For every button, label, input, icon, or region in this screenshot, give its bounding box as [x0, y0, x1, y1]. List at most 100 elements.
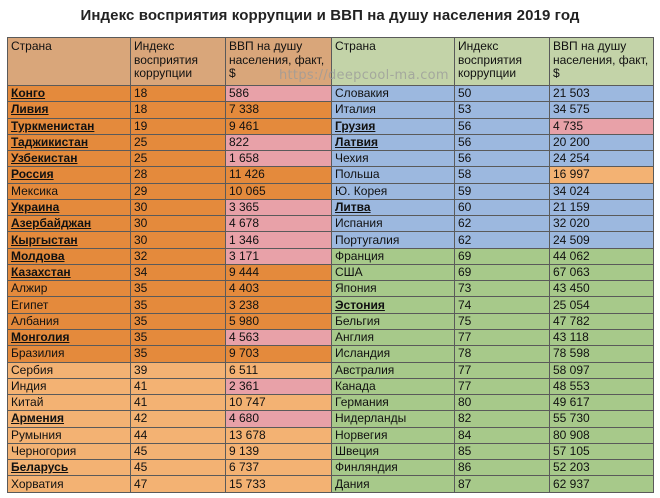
table-row: Албания 35 5 980 Бельгия 75 47 782 — [7, 312, 654, 330]
left-country-cell: Азербайджан — [7, 215, 131, 233]
right-country-cell: Польша — [331, 166, 455, 184]
right-gdp-cell: 49 617 — [549, 394, 654, 412]
left-gdp-cell: 2 361 — [225, 377, 332, 396]
left-country-cell: Бразилия — [7, 345, 131, 363]
table-row: Ливия 18 7 338 Италия 53 34 575 — [7, 101, 654, 119]
left-country-cell: Алжир — [7, 280, 131, 298]
right-cpi-cell: 82 — [454, 410, 550, 428]
left-cpi-cell: 41 — [130, 377, 226, 396]
table-row: Кыргыстан 30 1 346 Португалия 62 24 509 — [7, 231, 654, 249]
right-gdp-cell: 57 105 — [549, 442, 654, 461]
right-cpi-cell: 56 — [454, 117, 550, 135]
header-cpi-right: Индекс восприятия коррупции — [454, 37, 550, 86]
left-cpi-cell: 42 — [130, 410, 226, 428]
right-cpi-cell: 86 — [454, 459, 550, 477]
right-gdp-cell: 16 997 — [549, 166, 654, 184]
left-cpi-cell: 25 — [130, 133, 226, 152]
left-country-cell: Беларусь — [7, 459, 131, 477]
left-country-cell: Мексика — [7, 182, 131, 200]
right-country-cell: Англия — [331, 328, 455, 347]
table-row: Монголия 35 4 563 Англия 77 43 118 — [7, 328, 654, 347]
left-cpi-cell: 35 — [130, 328, 226, 347]
right-gdp-cell: 43 118 — [549, 328, 654, 347]
right-country-cell: Норвегия — [331, 426, 455, 444]
left-country-cell: Румыния — [7, 426, 131, 444]
right-gdp-cell: 34 024 — [549, 182, 654, 200]
left-country-cell: Россия — [7, 166, 131, 184]
left-country-cell: Китай — [7, 394, 131, 412]
left-country-cell: Хорватия — [7, 475, 131, 493]
right-cpi-cell: 77 — [454, 361, 550, 379]
header-gdp-left: ВВП на душу населения, факт, $ — [225, 37, 332, 86]
left-cpi-cell: 35 — [130, 280, 226, 298]
left-gdp-cell: 11 426 — [225, 166, 332, 184]
left-country-cell: Узбекистан — [7, 150, 131, 168]
left-cpi-cell: 32 — [130, 247, 226, 265]
right-gdp-cell: 20 200 — [549, 133, 654, 152]
table-row: Хорватия 47 15 733 Дания 87 62 937 — [7, 475, 654, 493]
right-gdp-cell: 48 553 — [549, 377, 654, 396]
left-cpi-cell: 25 — [130, 150, 226, 168]
right-gdp-cell: 21 503 — [549, 84, 654, 103]
left-gdp-cell: 5 980 — [225, 312, 332, 330]
left-country-cell: Индия — [7, 377, 131, 396]
right-gdp-cell: 43 450 — [549, 280, 654, 298]
left-gdp-cell: 4 403 — [225, 280, 332, 298]
table-row: Россия 28 11 426 Польша 58 16 997 — [7, 166, 654, 184]
left-country-cell: Туркменистан — [7, 117, 131, 135]
header-country-right: Страна — [331, 37, 455, 86]
right-cpi-cell: 84 — [454, 426, 550, 444]
right-cpi-cell: 77 — [454, 328, 550, 347]
left-gdp-cell: 4 563 — [225, 328, 332, 347]
left-gdp-cell: 9 139 — [225, 442, 332, 461]
table-row: Молдова 32 3 171 Франция 69 44 062 — [7, 247, 654, 265]
right-cpi-cell: 73 — [454, 280, 550, 298]
left-cpi-cell: 18 — [130, 101, 226, 119]
right-cpi-cell: 56 — [454, 150, 550, 168]
right-country-cell: Дания — [331, 475, 455, 493]
left-cpi-cell: 30 — [130, 231, 226, 249]
left-gdp-cell: 3 365 — [225, 198, 332, 217]
right-cpi-cell: 62 — [454, 215, 550, 233]
right-gdp-cell: 21 159 — [549, 198, 654, 217]
left-country-cell: Таджикистан — [7, 133, 131, 152]
page-title: Индекс восприятия коррупции и ВВП на душ… — [80, 7, 580, 24]
table-row: Черногория 45 9 139 Швеция 85 57 105 — [7, 442, 654, 461]
left-gdp-cell: 6 511 — [225, 361, 332, 379]
right-country-cell: Исландия — [331, 345, 455, 363]
left-gdp-cell: 1 346 — [225, 231, 332, 249]
header-gdp-right: ВВП на душу населения, факт, $ — [549, 37, 654, 86]
table-row: Туркменистан 19 9 461 Грузия 56 4 735 — [7, 117, 654, 135]
left-cpi-cell: 34 — [130, 263, 226, 282]
header-row: Страна Индекс восприятия коррупции ВВП н… — [7, 37, 654, 86]
table-row: Египет 35 3 238 Эстония 74 25 054 — [7, 296, 654, 314]
table-row: Казахстан 34 9 444 США 69 67 063 — [7, 263, 654, 282]
right-cpi-cell: 78 — [454, 345, 550, 363]
left-country-cell: Украина — [7, 198, 131, 217]
right-country-cell: Япония — [331, 280, 455, 298]
right-gdp-cell: 47 782 — [549, 312, 654, 330]
right-gdp-cell: 44 062 — [549, 247, 654, 265]
right-gdp-cell: 58 097 — [549, 361, 654, 379]
right-gdp-cell: 24 254 — [549, 150, 654, 168]
right-country-cell: Испания — [331, 215, 455, 233]
left-cpi-cell: 39 — [130, 361, 226, 379]
right-country-cell: США — [331, 263, 455, 282]
table-row: Таджикистан 25 822 Латвия 56 20 200 — [7, 133, 654, 152]
right-cpi-cell: 80 — [454, 394, 550, 412]
left-country-cell: Албания — [7, 312, 131, 330]
right-cpi-cell: 75 — [454, 312, 550, 330]
left-cpi-cell: 47 — [130, 475, 226, 493]
left-country-cell: Кыргыстан — [7, 231, 131, 249]
left-gdp-cell: 10 065 — [225, 182, 332, 200]
right-cpi-cell: 74 — [454, 296, 550, 314]
table-row: Армения 42 4 680 Нидерланды 82 55 730 — [7, 410, 654, 428]
left-cpi-cell: 30 — [130, 215, 226, 233]
header-cpi-left: Индекс восприятия коррупции — [130, 37, 226, 86]
left-gdp-cell: 586 — [225, 84, 332, 103]
right-cpi-cell: 69 — [454, 263, 550, 282]
left-gdp-cell: 1 658 — [225, 150, 332, 168]
left-gdp-cell: 4 678 — [225, 215, 332, 233]
left-gdp-cell: 6 737 — [225, 459, 332, 477]
right-gdp-cell: 80 908 — [549, 426, 654, 444]
